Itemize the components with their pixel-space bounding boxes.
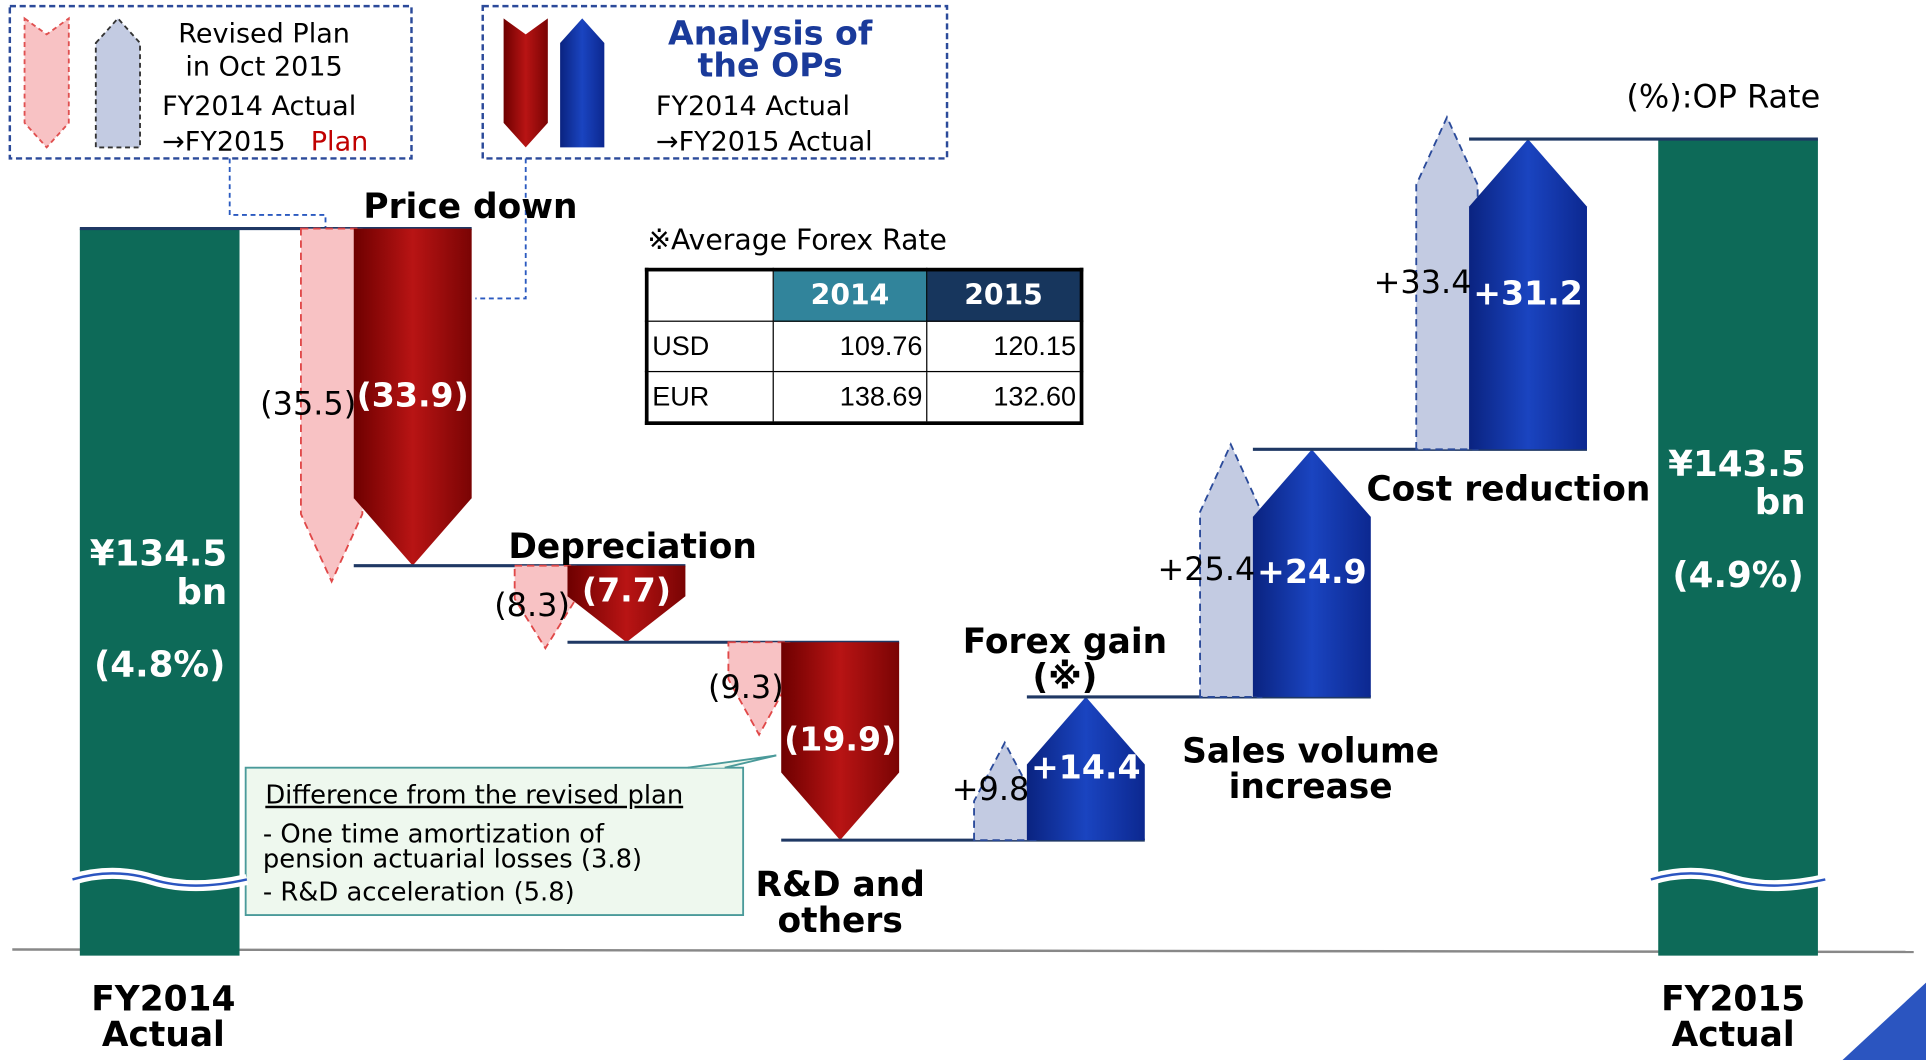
- table-cell: 109.76: [772, 320, 928, 373]
- value-label: +31.2: [1473, 274, 1583, 313]
- callout-title: Difference from the revised plan: [265, 779, 684, 810]
- rate-label: (4.9%): [1672, 553, 1804, 596]
- legend-pointer: [475, 158, 527, 300]
- legend-text: in Oct 2015: [185, 52, 343, 83]
- axis-break: [72, 872, 248, 887]
- note: (%):OP Rate: [1626, 79, 1821, 116]
- plan-arrow: [300, 227, 364, 584]
- total-bar: [1658, 139, 1818, 956]
- actual-arrow: [1469, 139, 1587, 450]
- legend-icon: [503, 18, 548, 148]
- value-label: +14.4: [1031, 748, 1141, 787]
- legend-icon: [560, 18, 605, 148]
- value-label: (19.9): [784, 721, 897, 760]
- category-label: Cost reduction: [1366, 468, 1651, 509]
- plan-arrow: [1415, 114, 1479, 451]
- category-label: R&D and others: [755, 864, 925, 941]
- plan-label: (35.5): [260, 385, 357, 423]
- legend-text: →FY2015: [162, 127, 286, 158]
- legend-title: Analysis of the OPs: [668, 15, 873, 85]
- callout-box: [244, 766, 745, 917]
- callout-item: - One time amortization of pension actua…: [262, 819, 643, 874]
- plan-arrow: [513, 564, 578, 650]
- legend-box: [481, 4, 949, 160]
- table-cell: USD: [646, 320, 774, 373]
- x-label: FY2014 Actual: [91, 978, 236, 1056]
- table-header: 2014: [772, 269, 928, 322]
- plan-label: +33.4: [1373, 264, 1472, 301]
- total-bar: [79, 228, 240, 956]
- decoration: [1842, 982, 1926, 1060]
- axis-break: [1650, 872, 1826, 887]
- plan-label: (8.3): [494, 587, 570, 625]
- legend-box: [8, 4, 413, 160]
- plan-label: +25.4: [1157, 551, 1256, 589]
- value-label: (7.7): [581, 571, 671, 610]
- actual-arrow: [567, 565, 686, 643]
- actual-arrow: [781, 642, 900, 841]
- callout-pointer: [687, 754, 777, 769]
- category-label: Depreciation: [508, 526, 757, 567]
- legend-icon: [94, 17, 141, 149]
- table-cell: 120.15: [926, 320, 1083, 373]
- legend-text: FY2014 Actual: [655, 91, 850, 123]
- x-label: FY2015 Actual: [1661, 978, 1806, 1056]
- legend-text: FY2014 Actual: [162, 91, 357, 123]
- table-title: ※Average Forex Rate: [647, 224, 947, 257]
- plan-label: +9.8: [951, 772, 1030, 810]
- value-label: (33.9): [356, 377, 469, 416]
- table-header: 2015: [926, 269, 1083, 322]
- actual-arrow: [1026, 696, 1145, 841]
- category-label: Price down: [363, 185, 578, 227]
- value-label: +24.9: [1257, 553, 1367, 592]
- table-cell: 138.69: [772, 370, 928, 424]
- category-label: Forex gain (※): [962, 621, 1168, 698]
- total-label: ¥134.5 bn: [89, 532, 228, 612]
- legend-icon: [23, 16, 70, 149]
- callout-item: - R&D acceleration (5.8): [262, 876, 575, 907]
- baseline: [12, 948, 1914, 954]
- category-label: Sales volume increase: [1182, 730, 1440, 808]
- plan-arrow: [1199, 442, 1263, 698]
- total-label: ¥143.5 bn: [1668, 443, 1806, 523]
- plan-label: (9.3): [707, 669, 784, 707]
- legend-text: Revised Plan: [178, 18, 350, 50]
- actual-arrow: [1252, 449, 1371, 697]
- plan-arrow: [973, 740, 1037, 842]
- actual-arrow: [353, 228, 472, 566]
- rate-label: (4.8%): [94, 643, 226, 686]
- table-corner: [646, 269, 774, 322]
- table-cell: EUR: [646, 370, 774, 424]
- forex-table: 2014 2015 USD 109.76 120.15 EUR 138.69 132.60: [644, 267, 1084, 425]
- legend-text: →FY2015 Actual: [655, 127, 873, 158]
- table-cell: 132.60: [926, 370, 1083, 424]
- plan-arrow: [727, 641, 791, 737]
- legend-text: Plan: [310, 127, 369, 158]
